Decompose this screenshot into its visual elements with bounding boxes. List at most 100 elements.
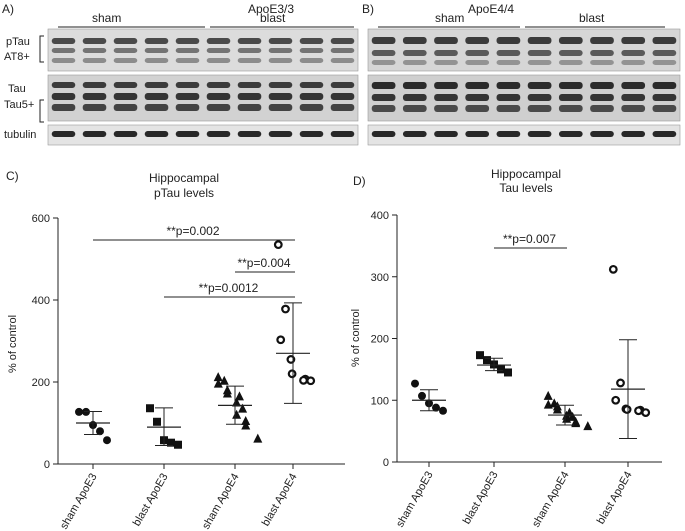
- panel-a-tau-label: Tau: [8, 83, 26, 95]
- blot-band: [652, 50, 677, 56]
- data-point-open-circle: [299, 375, 308, 385]
- data-point-triangle: [238, 403, 248, 413]
- blot-band: [175, 104, 200, 111]
- significance-label: **p=0.002: [166, 224, 219, 238]
- data-point-circle: [411, 379, 419, 388]
- panel-b-sham-label: sham: [435, 11, 464, 25]
- blot-band: [621, 37, 646, 44]
- blot-band: [82, 48, 107, 53]
- blot-band: [113, 48, 138, 53]
- significance-label: **p=0.004: [237, 256, 290, 270]
- blot-band: [82, 82, 107, 88]
- x-tick-label: blast ApoE4: [595, 470, 635, 527]
- blot-band: [175, 93, 200, 100]
- panel-b-blast-label: blast: [579, 11, 605, 25]
- data-point-triangle: [241, 420, 251, 430]
- blot-band: [144, 104, 169, 111]
- blot-band: [527, 37, 552, 44]
- panel-a-tau-brace: [39, 99, 44, 123]
- blot-band: [82, 93, 107, 100]
- data-point-square: [167, 438, 175, 447]
- blot-band: [527, 50, 552, 56]
- blot-band: [330, 38, 355, 44]
- blot-band: [113, 131, 138, 137]
- blot-band: [527, 82, 552, 89]
- blot-band: [51, 82, 76, 88]
- data-point-triangle: [583, 421, 593, 431]
- blot-band: [558, 94, 583, 101]
- data-point-triangle: [213, 378, 223, 388]
- data-point-open-circle: [306, 376, 316, 386]
- panel-d-ylabel: % of control: [350, 309, 362, 367]
- blot-band: [175, 82, 200, 88]
- data-point-circle: [96, 427, 104, 436]
- x-tick-label: sham ApoE3: [394, 470, 436, 530]
- blot-band: [51, 38, 76, 44]
- blot-band: [496, 50, 521, 56]
- blot-band: [590, 131, 614, 137]
- panel-b-genotype: ApoE4/4: [468, 2, 514, 16]
- data-point-triangle: [543, 390, 553, 400]
- blot-band: [237, 58, 262, 63]
- blot-band: [496, 82, 521, 89]
- blot-band: [175, 38, 200, 44]
- blot-band: [299, 38, 324, 44]
- y-tick-label: 200: [32, 377, 50, 389]
- blot-band: [402, 105, 427, 112]
- data-point-triangle: [213, 372, 223, 382]
- blot-band: [496, 105, 521, 112]
- blot-band: [590, 82, 614, 89]
- blot-band: [590, 94, 614, 101]
- blot-band: [175, 48, 200, 53]
- blot-band: [206, 82, 231, 88]
- blot-band: [82, 38, 107, 44]
- blot-band: [465, 50, 490, 56]
- blot-band: [299, 58, 324, 63]
- panel-c-chart: 0 200 400 600 sham ApoE3 blast ApoE3 sham ApoE…: [32, 213, 345, 531]
- panel-c-title-line1: Hippocampal: [149, 171, 219, 185]
- data-point-circle: [75, 407, 83, 416]
- blot-band: [652, 37, 677, 44]
- panel-a-letter: A): [2, 2, 14, 16]
- blot-band: [434, 60, 458, 65]
- blot-band: [434, 131, 458, 137]
- blot-band: [558, 37, 583, 44]
- data-point-square: [174, 440, 182, 449]
- blot-band: [175, 131, 200, 137]
- data-point-triangle: [232, 397, 242, 407]
- blot-band: [652, 94, 677, 101]
- y-tick-label: 200: [371, 334, 389, 346]
- data-point-circle: [103, 436, 111, 445]
- blot-band: [237, 82, 262, 88]
- blot-band: [621, 94, 646, 101]
- panel-a-tubulin-label: tubulin: [4, 129, 36, 141]
- panel-a-at8-label: AT8+: [4, 51, 30, 63]
- blot-band: [527, 105, 552, 112]
- blot-band: [402, 131, 427, 137]
- blot-band: [558, 131, 583, 137]
- blot-band: [206, 104, 231, 111]
- blot-band: [465, 94, 490, 101]
- data-point-triangle: [543, 399, 553, 409]
- y-tick-label: 400: [32, 295, 50, 307]
- blot-band: [299, 104, 324, 111]
- blot-band: [434, 94, 458, 101]
- data-point-circle: [432, 403, 440, 412]
- blot-band: [144, 58, 169, 63]
- significance-label: **p=0.0012: [199, 281, 259, 295]
- blot-band: [496, 60, 521, 65]
- data-point-triangle: [234, 391, 244, 401]
- panel-a-ptau-label: pTau: [6, 36, 30, 48]
- blot-band: [652, 131, 677, 137]
- blot-band: [268, 58, 293, 63]
- blot-band: [113, 38, 138, 44]
- blot-band: [527, 60, 552, 65]
- blot-band: [206, 131, 231, 137]
- panel-c-title-line2: pTau levels: [154, 186, 214, 200]
- data-point-triangle: [253, 433, 263, 443]
- blot-band: [175, 58, 200, 63]
- panel-b-letter: B): [362, 2, 374, 16]
- blot-band: [402, 37, 427, 44]
- data-point-square: [497, 365, 505, 374]
- blot-band: [330, 48, 355, 53]
